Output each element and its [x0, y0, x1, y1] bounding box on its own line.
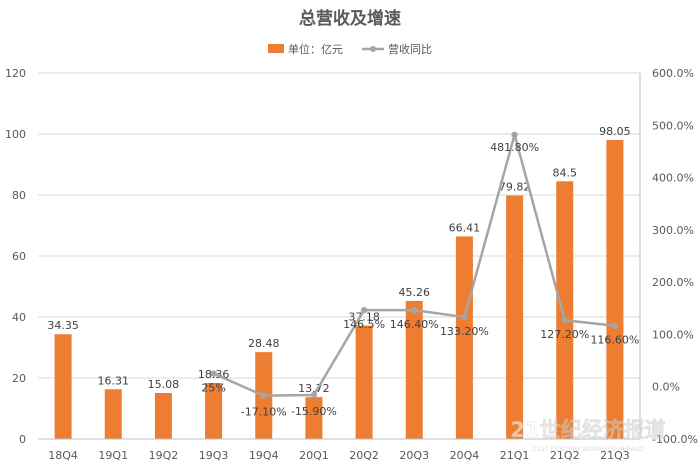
right-tick-label: 200.0%	[652, 276, 694, 289]
right-tick-label: 100.0%	[652, 328, 694, 341]
bar	[606, 139, 624, 439]
bar-data-label: 34.35	[47, 319, 79, 332]
bar-data-label: 79.82	[499, 181, 531, 194]
line-point	[611, 322, 619, 329]
line-data-label: 146.40%	[390, 318, 439, 331]
bar	[506, 195, 524, 439]
right-tick-label: 500.0%	[652, 119, 694, 132]
x-tick-label: 20Q4	[450, 449, 480, 462]
x-tick-label: 21Q3	[600, 449, 630, 462]
x-tick-label: 19Q1	[98, 449, 128, 462]
left-tick-label: 40	[12, 311, 26, 324]
line-data-labels: 25% -17.10% -15.90% 146.5% 146.40%133.20% 481…	[201, 141, 639, 419]
left-tick-label: 60	[12, 250, 26, 263]
bar	[405, 300, 423, 439]
line-data-label: -17.10%	[241, 406, 287, 419]
bar-data-label: 45.26	[399, 286, 431, 299]
bar-data-label: 98.05	[599, 125, 631, 138]
x-tick-label: 19Q4	[249, 449, 279, 462]
x-tick-label: 20Q2	[349, 449, 379, 462]
bar-data-label: 16.31	[98, 374, 130, 387]
bar	[556, 181, 574, 439]
legend-line-marker	[370, 46, 376, 52]
bar	[305, 397, 323, 439]
right-axis: -100.0% 0.0% 100.0% 200.0% 300.0% 400.0% 500.0…	[639, 67, 698, 446]
line-point	[461, 313, 468, 321]
bar	[355, 325, 373, 439]
line-data-label: 116.60%	[590, 334, 639, 347]
line-point	[511, 131, 518, 139]
x-tick-label: 20Q1	[299, 449, 329, 462]
right-tick-label: -100.0%	[652, 433, 698, 446]
left-tick-label: 20	[12, 372, 26, 385]
bar	[205, 383, 223, 439]
bar	[104, 389, 122, 439]
left-axis: 0 20 40 60 80 100 120	[5, 67, 26, 446]
line-series	[210, 131, 619, 399]
bar	[154, 393, 172, 439]
bar-data-label: 84.5	[553, 166, 578, 179]
line-point	[310, 391, 318, 399]
bar-data-label: 37.18	[348, 311, 380, 324]
chart-legend: 单位：亿元 营收同比	[268, 42, 432, 56]
line-data-label: 133.20%	[440, 325, 489, 338]
left-tick-label: 0	[19, 433, 26, 446]
x-tick-label: 18Q4	[48, 449, 78, 462]
line-data-label: 146.5%	[343, 318, 385, 331]
line-data-label: -15.90%	[291, 405, 337, 418]
right-tick-label: 600.0%	[652, 67, 694, 80]
x-tick-label: 19Q3	[199, 449, 229, 462]
line-data-label: 25%	[201, 382, 225, 395]
legend-line-label: 营收同比	[388, 42, 432, 56]
bar-data-labels: 34.3516.3115.0818.3628.4813.7237.1845.26…	[47, 125, 630, 395]
line-point	[411, 306, 418, 314]
right-tick-label: 0.0%	[652, 381, 680, 394]
line-data-label: 481.80%	[490, 141, 539, 154]
line-data-label: 127.20%	[540, 328, 589, 341]
bar	[54, 334, 72, 439]
left-tick-label: 100	[5, 128, 26, 141]
bar-data-label: 15.08	[148, 378, 180, 391]
right-tick-label: 300.0%	[652, 224, 694, 237]
bar-data-label: 28.48	[248, 337, 280, 350]
x-tick-label: 19Q2	[149, 449, 179, 462]
bar-data-label: 66.41	[449, 221, 481, 234]
x-axis: 18Q4 19Q1 19Q2 19Q3 19Q4 20Q1 20Q2 20Q3 20Q4 21Q1…	[38, 438, 640, 462]
x-tick-label: 21Q1	[500, 449, 530, 462]
legend-bar-label: 单位：亿元	[288, 42, 343, 56]
watermark-subtext: 21ST CENTURY BUSINESS HERALD	[532, 445, 644, 453]
x-tick-label: 20Q3	[399, 449, 429, 462]
left-tick-label: 80	[12, 189, 26, 202]
watermark-text: 21世纪经济报道	[510, 418, 665, 442]
line-point	[561, 317, 568, 324]
watermark-logo: 21世纪经济报道 21ST CENTURY BUSINESS HERALD	[510, 418, 666, 453]
line-point	[360, 306, 368, 314]
legend-bar-swatch	[268, 44, 284, 53]
bar	[455, 236, 473, 439]
right-tick-label: 400.0%	[652, 172, 694, 185]
left-tick-label: 120	[5, 67, 26, 80]
line-point	[210, 370, 217, 377]
line-point	[260, 392, 267, 399]
chart-title: 总营收及增速	[299, 8, 401, 29]
bar-series	[54, 139, 624, 439]
bar-data-label: 13.72	[298, 382, 330, 395]
x-tick-label: 21Q2	[550, 449, 580, 462]
